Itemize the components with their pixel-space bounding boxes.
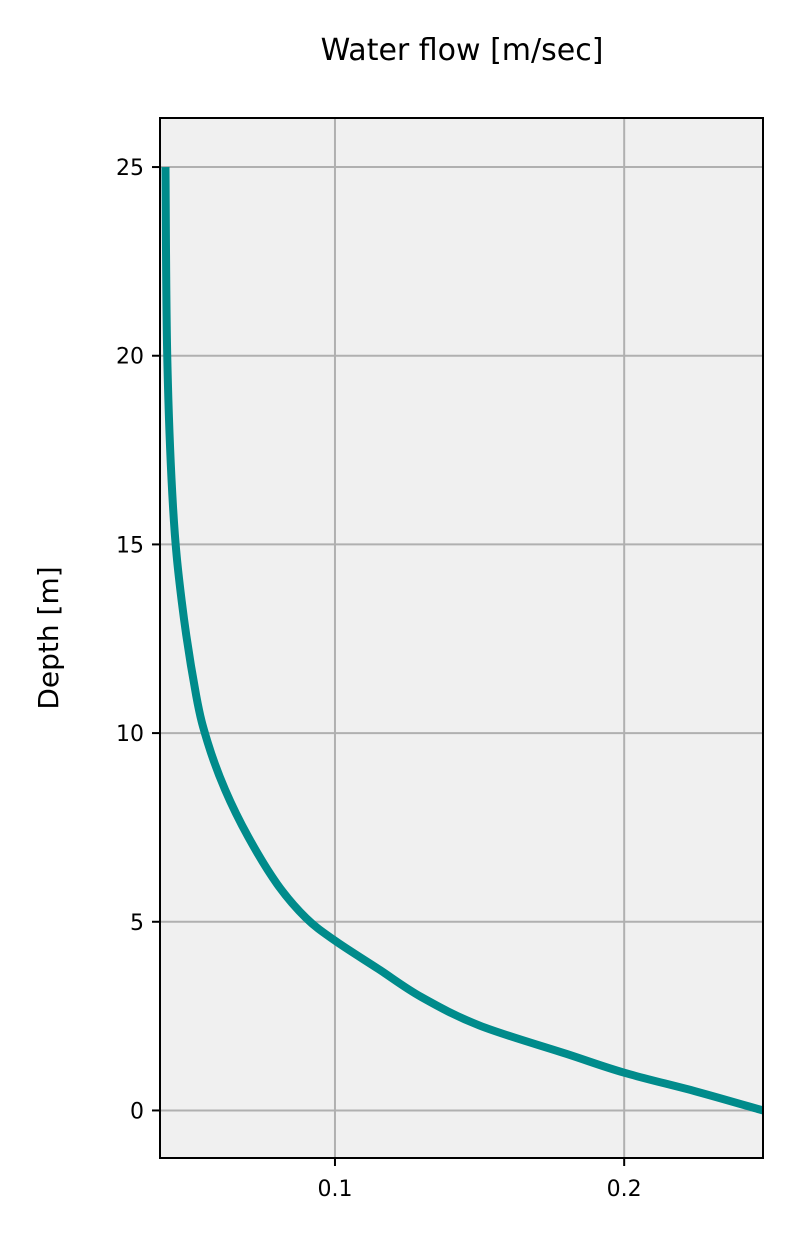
plot-frame xyxy=(159,117,764,1159)
water-flow-line xyxy=(161,167,765,1115)
chart-title: Water flow [m/sec] xyxy=(321,33,604,68)
y-tick-label: 25 xyxy=(116,156,144,181)
x-tick-label: 0.2 xyxy=(607,1177,642,1202)
y-tick-label: 10 xyxy=(116,722,144,747)
y-tick-label: 15 xyxy=(116,533,144,558)
y-tick-label: 20 xyxy=(116,345,144,370)
y-axis-label: Depth [m] xyxy=(32,566,65,709)
plot-area xyxy=(160,118,763,1158)
y-tick-label: 0 xyxy=(130,1099,144,1124)
y-tick-label: 5 xyxy=(130,911,144,936)
grid xyxy=(160,118,763,1158)
ticks: 0.1 0.2 0 5 10 15 20 25 xyxy=(116,156,642,1202)
x-tick-label: 0.1 xyxy=(317,1177,352,1202)
